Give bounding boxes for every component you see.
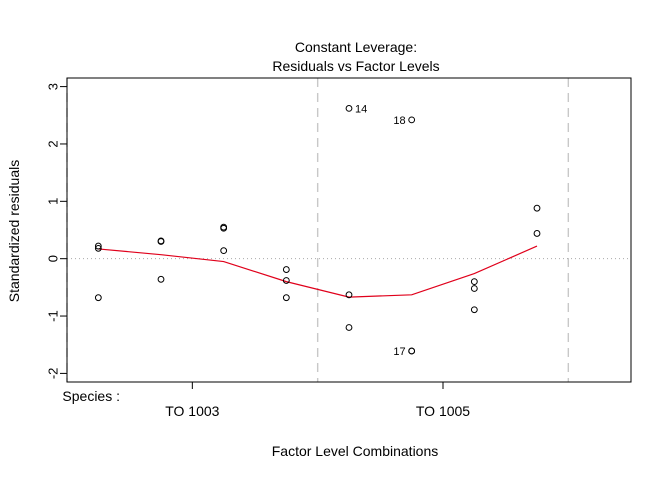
chart-title-line-1: Constant Leverage:: [295, 39, 417, 55]
y-tick-label: 0: [46, 255, 61, 262]
residual-point: [157, 238, 165, 245]
y-tick-label: 2: [46, 140, 61, 147]
y-tick-label: -1: [46, 310, 61, 322]
residual-point: [220, 247, 228, 255]
residual-point: [533, 230, 541, 237]
factor-label: Species :: [62, 388, 120, 404]
residual-point: [282, 277, 290, 284]
residual-point: [470, 278, 478, 286]
residual-point: [345, 105, 353, 112]
residual-point: [220, 224, 228, 232]
residual-point: [470, 306, 478, 314]
residual-point: [94, 242, 102, 250]
x-tick-label: TO 1005: [416, 403, 470, 419]
residual-point: [157, 275, 165, 283]
x-axis-label: Factor Level Combinations: [272, 443, 439, 459]
y-tick-label: 1: [46, 198, 61, 205]
point-annotation-label: 18: [393, 115, 405, 127]
x-tick-label: TO 1003: [165, 403, 219, 419]
residual-point: [345, 324, 353, 331]
residual-point: [408, 116, 416, 124]
chart-title-line-2: Residuals vs Factor Levels: [272, 58, 439, 74]
residual-point: [282, 266, 290, 273]
residual-point: [533, 204, 541, 212]
point-annotation-label: 14: [355, 103, 367, 115]
y-tick-label: -2: [46, 368, 61, 380]
y-tick-label: 3: [46, 83, 61, 90]
residual-point: [94, 294, 102, 302]
residual-point: [470, 285, 478, 292]
residual-point: [408, 347, 416, 355]
residual-point: [282, 294, 290, 302]
plot-frame: [66, 77, 632, 383]
residual-point: [94, 244, 102, 252]
smoother-line: [98, 245, 538, 298]
residual-point: [345, 291, 353, 299]
plot-area: -2 -1 0 1 2 3 TO 1003 TO 1005 14 18 17: [46, 77, 632, 419]
point-annotation-label: 17: [393, 346, 405, 358]
y-axis-label: Standardized residuals: [6, 160, 22, 302]
